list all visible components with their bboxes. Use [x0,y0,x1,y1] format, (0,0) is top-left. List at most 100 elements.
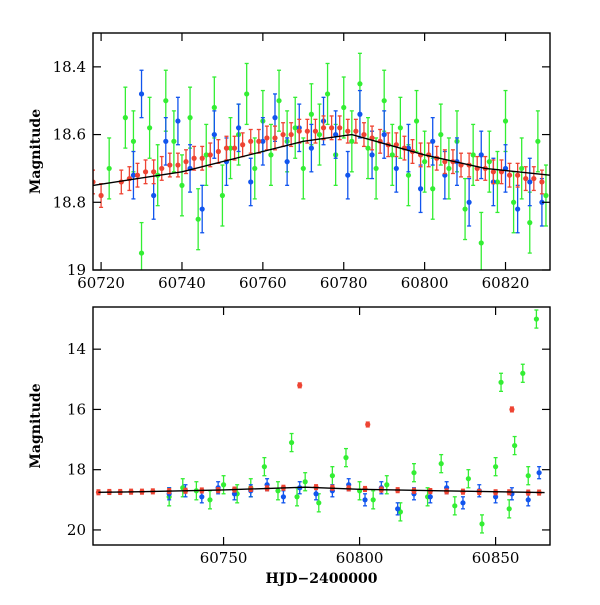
data-point [227,145,234,151]
data-point [520,370,526,376]
data-point [525,497,531,503]
plot-area [93,52,550,270]
data-point [191,155,197,161]
data-point [509,406,515,413]
data-point [527,179,533,185]
data-point [519,165,525,172]
data-point [395,506,401,512]
data-point [288,439,295,446]
x-tick-label: 60760 [239,274,287,292]
data-point [292,125,298,131]
data-point [470,152,476,158]
data-point [308,111,314,117]
data-point [98,192,104,199]
data-point [183,159,189,165]
data-point [215,148,221,155]
data-point [187,115,193,121]
data-point [362,497,368,503]
data-point [302,479,308,485]
data-point [515,206,521,212]
data-point [393,165,399,172]
data-point [498,379,504,385]
data-point [369,152,375,158]
data-point [244,91,250,97]
data-point [384,482,390,488]
data-point [329,473,335,479]
data-point [502,118,509,124]
data-point [320,125,327,131]
plot-frame [92,306,551,546]
data-point [151,169,157,175]
data-point [413,118,420,124]
data-point [427,494,433,500]
data-point [345,172,351,178]
data-point [533,316,539,322]
data-point [490,169,496,175]
data-point [106,165,112,172]
data-point [492,464,499,470]
data-point [492,494,499,500]
data-point [199,494,205,500]
data-point [411,470,417,476]
data-point [324,91,331,97]
y-tick-label: 14 [67,340,86,358]
data-point [264,135,270,141]
data-point [506,506,512,512]
data-point [460,500,466,506]
data-point [159,165,165,172]
data-point [438,461,444,467]
data-point [260,138,266,144]
data-point [284,159,290,165]
data-point [130,138,137,144]
data-point [138,91,145,97]
series-0 [166,309,539,534]
data-point [511,199,517,205]
data-point [446,165,452,172]
data-point [199,155,205,161]
data-point [365,145,371,151]
data-point [280,494,287,500]
data-point [515,172,521,178]
data-point [525,473,531,479]
data-point [341,104,347,111]
data-point [220,482,227,488]
x-tick-label: 60820 [482,274,530,292]
data-point [430,186,436,192]
data-point [207,152,213,158]
data-point [147,125,153,131]
data-point [506,172,513,178]
data-point [312,128,319,134]
data-point [223,145,230,151]
data-point [494,179,501,185]
data-point [523,175,529,182]
data-point [438,131,444,138]
data-point [261,464,267,470]
data-point [294,494,300,500]
data-point [308,145,314,151]
trend-line [93,133,550,187]
data-point [452,503,458,509]
data-point [543,192,549,199]
y-tick-label: 16 [67,400,86,418]
data-point [175,118,181,124]
data-point [138,250,145,256]
data-point [163,98,169,104]
data-point [163,138,169,144]
y-tick-label: 20 [67,521,86,539]
y-tick-label: 18.8 [53,193,86,211]
data-point [353,128,359,134]
data-point [430,138,436,144]
data-point [151,192,157,199]
data-point [512,442,518,449]
data-point [195,216,201,222]
data-point [211,104,217,111]
data-point [329,125,335,131]
data-point [288,131,294,138]
data-point [405,172,412,178]
y-axis-title: Magnitude [28,383,44,468]
data-point [313,491,319,497]
y-tick-label: 19 [67,261,86,279]
data-point [252,165,258,172]
x-tick-label: 60780 [320,274,368,292]
